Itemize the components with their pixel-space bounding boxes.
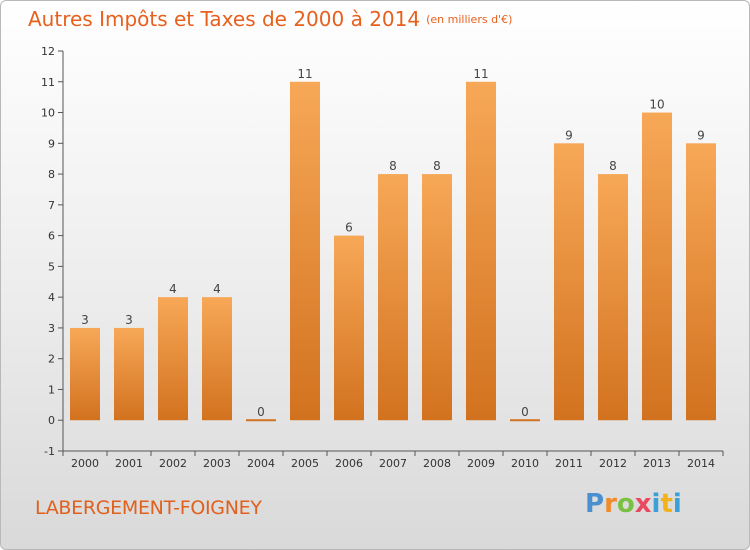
data-label: 4 bbox=[169, 282, 177, 296]
y-tick-label: 11 bbox=[41, 76, 55, 89]
x-tick-label: 2001 bbox=[115, 457, 143, 470]
x-tick-label: 2013 bbox=[643, 457, 671, 470]
data-label: 0 bbox=[521, 405, 529, 419]
x-tick-label: 2011 bbox=[555, 457, 583, 470]
proxiti-logo: Proxiti bbox=[585, 489, 682, 519]
data-label: 6 bbox=[345, 221, 353, 235]
x-tick-label: 2000 bbox=[71, 457, 99, 470]
data-label: 3 bbox=[125, 313, 133, 327]
y-tick-label: 4 bbox=[48, 291, 55, 304]
bar bbox=[114, 327, 144, 421]
x-tick-label: 2004 bbox=[247, 457, 275, 470]
bar bbox=[246, 419, 276, 422]
bar bbox=[290, 81, 320, 421]
bar bbox=[686, 143, 716, 421]
data-label: 8 bbox=[609, 159, 617, 173]
bar bbox=[598, 174, 628, 421]
x-tick-label: 2009 bbox=[467, 457, 495, 470]
x-tick-label: 2010 bbox=[511, 457, 539, 470]
y-tick-label: 2 bbox=[48, 353, 55, 366]
bar bbox=[334, 235, 364, 421]
x-tick-label: 2007 bbox=[379, 457, 407, 470]
y-tick-label: 8 bbox=[48, 168, 55, 181]
x-tick-label: 2012 bbox=[599, 457, 627, 470]
commune-name: LABERGEMENT-FOIGNEY bbox=[35, 497, 262, 519]
bar bbox=[422, 174, 452, 421]
x-tick-label: 2008 bbox=[423, 457, 451, 470]
data-label: 4 bbox=[213, 282, 221, 296]
data-label: 9 bbox=[697, 128, 705, 142]
bar bbox=[202, 297, 232, 421]
y-tick-label: 12 bbox=[41, 45, 55, 58]
data-label: 11 bbox=[473, 67, 488, 81]
bar bbox=[158, 297, 188, 421]
data-label: 0 bbox=[257, 405, 265, 419]
data-label: 10 bbox=[649, 98, 664, 112]
data-label: 3 bbox=[81, 313, 89, 327]
y-tick-label: 10 bbox=[41, 107, 55, 120]
chart-subtitle: (en milliers d'€) bbox=[426, 13, 513, 26]
bar bbox=[378, 174, 408, 421]
y-tick-label: 3 bbox=[48, 322, 55, 335]
bar bbox=[642, 112, 672, 421]
y-tick-label: -1 bbox=[44, 445, 55, 458]
x-tick-label: 2005 bbox=[291, 457, 319, 470]
data-label: 8 bbox=[389, 159, 397, 173]
y-tick-label: 9 bbox=[48, 137, 55, 150]
y-tick-label: 7 bbox=[48, 199, 55, 212]
x-tick-label: 2003 bbox=[203, 457, 231, 470]
y-tick-label: 0 bbox=[48, 414, 55, 427]
y-tick-label: 5 bbox=[48, 260, 55, 273]
bar bbox=[510, 419, 540, 422]
x-tick-label: 2014 bbox=[687, 457, 715, 470]
x-tick-label: 2002 bbox=[159, 457, 187, 470]
bar bbox=[554, 143, 584, 421]
bar bbox=[70, 327, 100, 421]
data-label: 9 bbox=[565, 128, 573, 142]
chart-title: Autres Impôts et Taxes de 2000 à 2014 (en… bbox=[28, 7, 513, 31]
y-tick-label: 6 bbox=[48, 230, 55, 243]
x-tick-label: 2006 bbox=[335, 457, 363, 470]
data-label: 11 bbox=[297, 67, 312, 81]
bar bbox=[466, 81, 496, 421]
data-label: 8 bbox=[433, 159, 441, 173]
y-tick-label: 1 bbox=[48, 383, 55, 396]
